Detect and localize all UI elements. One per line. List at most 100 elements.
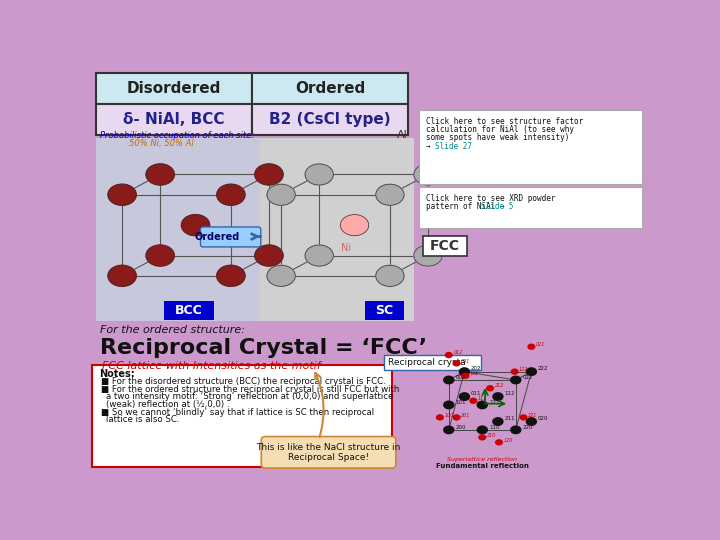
FancyBboxPatch shape xyxy=(384,355,481,370)
FancyBboxPatch shape xyxy=(200,227,261,247)
Text: 50% Ni, 50% Al: 50% Ni, 50% Al xyxy=(129,139,194,148)
Text: pattern of NiAl →: pattern of NiAl → xyxy=(426,202,509,211)
Text: Disordered: Disordered xyxy=(127,81,221,96)
Circle shape xyxy=(487,386,493,391)
Circle shape xyxy=(493,418,503,426)
FancyBboxPatch shape xyxy=(96,73,252,104)
Circle shape xyxy=(479,435,485,440)
Text: ■ For the disordered structure (BCC) the reciprocal crystal is FCC.: ■ For the disordered structure (BCC) the… xyxy=(101,377,386,386)
Circle shape xyxy=(495,440,503,445)
Circle shape xyxy=(459,393,469,400)
Circle shape xyxy=(477,401,487,409)
Circle shape xyxy=(414,245,442,266)
Text: 220: 220 xyxy=(523,424,533,430)
Circle shape xyxy=(305,245,333,266)
Circle shape xyxy=(521,415,527,420)
Text: 210: 210 xyxy=(487,433,496,437)
Text: 221: 221 xyxy=(528,413,537,417)
Text: B2 (CsCl type): B2 (CsCl type) xyxy=(269,112,391,127)
Circle shape xyxy=(267,184,295,205)
Text: 002: 002 xyxy=(456,375,466,380)
FancyBboxPatch shape xyxy=(91,365,392,467)
Text: FCC: FCC xyxy=(430,239,460,253)
Text: →: → xyxy=(426,141,435,151)
Circle shape xyxy=(510,426,521,434)
Text: Al: Al xyxy=(397,131,408,140)
Circle shape xyxy=(181,214,210,235)
Circle shape xyxy=(454,415,460,420)
Text: calculation for NiAl (to see why: calculation for NiAl (to see why xyxy=(426,125,574,134)
Text: Ordered: Ordered xyxy=(194,232,240,241)
FancyBboxPatch shape xyxy=(260,138,414,321)
Text: lattice is also SC.: lattice is also SC. xyxy=(106,415,179,424)
Text: 211: 211 xyxy=(505,416,515,421)
Circle shape xyxy=(146,245,174,266)
Circle shape xyxy=(470,399,477,403)
Circle shape xyxy=(108,184,136,205)
Circle shape xyxy=(305,164,333,185)
Text: Superlattice reflection: Superlattice reflection xyxy=(447,457,517,462)
Text: Slide 5: Slide 5 xyxy=(481,202,513,211)
Text: Click here to see structure factor: Click here to see structure factor xyxy=(426,117,583,126)
Text: This is like the NaCl structure in
Reciprocal Space!: This is like the NaCl structure in Recip… xyxy=(256,443,400,462)
Text: 102: 102 xyxy=(470,371,480,376)
Text: Fundamental reflection: Fundamental reflection xyxy=(436,463,528,469)
FancyBboxPatch shape xyxy=(419,110,642,184)
Text: Slide 27: Slide 27 xyxy=(435,141,472,151)
Circle shape xyxy=(526,368,536,375)
FancyBboxPatch shape xyxy=(261,436,396,468)
Text: 200: 200 xyxy=(456,424,466,430)
Text: 112: 112 xyxy=(505,392,515,396)
Text: 202: 202 xyxy=(471,367,482,372)
Circle shape xyxy=(510,376,521,384)
Text: 100: 100 xyxy=(444,413,454,417)
Text: Click here to see XRD powder: Click here to see XRD powder xyxy=(426,194,555,202)
Circle shape xyxy=(459,368,469,375)
FancyBboxPatch shape xyxy=(252,104,408,136)
FancyBboxPatch shape xyxy=(96,138,260,321)
Text: 121: 121 xyxy=(489,400,500,404)
Text: 222: 222 xyxy=(538,367,549,372)
Text: Probabilistic occupation of each site:: Probabilistic occupation of each site: xyxy=(100,131,254,140)
Text: 101: 101 xyxy=(456,400,466,404)
Circle shape xyxy=(528,344,535,349)
FancyBboxPatch shape xyxy=(96,104,252,136)
FancyBboxPatch shape xyxy=(163,301,215,320)
FancyBboxPatch shape xyxy=(423,235,467,256)
FancyBboxPatch shape xyxy=(419,187,642,228)
Text: Reciprocal Crystal = ‘FCC’: Reciprocal Crystal = ‘FCC’ xyxy=(100,339,427,359)
Circle shape xyxy=(267,265,295,286)
Circle shape xyxy=(436,415,444,420)
Circle shape xyxy=(444,376,454,384)
FancyBboxPatch shape xyxy=(364,301,404,320)
Circle shape xyxy=(108,265,136,286)
Text: For the ordered structure:: For the ordered structure: xyxy=(100,325,245,335)
Text: δ- NiAl, BCC: δ- NiAl, BCC xyxy=(123,112,225,127)
Circle shape xyxy=(462,373,469,379)
Text: ■ So we cannot ‘blindly’ say that if lattice is SC then reciprocal: ■ So we cannot ‘blindly’ say that if lat… xyxy=(101,408,374,417)
Text: 021: 021 xyxy=(536,342,545,347)
Text: 122: 122 xyxy=(519,367,528,372)
Text: 001: 001 xyxy=(461,359,470,363)
Circle shape xyxy=(414,164,442,185)
FancyBboxPatch shape xyxy=(252,73,408,104)
Text: 011: 011 xyxy=(471,392,482,396)
Circle shape xyxy=(217,265,245,286)
Text: some spots have weak intensity): some spots have weak intensity) xyxy=(426,133,570,143)
Text: 020: 020 xyxy=(538,416,549,421)
Circle shape xyxy=(376,184,404,205)
Circle shape xyxy=(341,214,369,235)
Text: a two intensity motif: ‘Strong’ reflection at (0,0,0) and superlattice: a two intensity motif: ‘Strong’ reflecti… xyxy=(106,392,393,401)
Circle shape xyxy=(255,164,283,185)
Text: BCC: BCC xyxy=(175,304,202,317)
Text: 110: 110 xyxy=(489,424,500,430)
Text: (weak) reflection at (½,0,0) .: (weak) reflection at (½,0,0) . xyxy=(106,400,229,409)
Circle shape xyxy=(376,265,404,286)
Text: 212: 212 xyxy=(495,383,504,388)
Text: Ordered: Ordered xyxy=(294,81,365,96)
Circle shape xyxy=(444,401,454,409)
Circle shape xyxy=(146,164,174,185)
Text: 201: 201 xyxy=(461,413,470,417)
Text: Notes:: Notes: xyxy=(99,369,135,379)
Circle shape xyxy=(454,361,460,366)
